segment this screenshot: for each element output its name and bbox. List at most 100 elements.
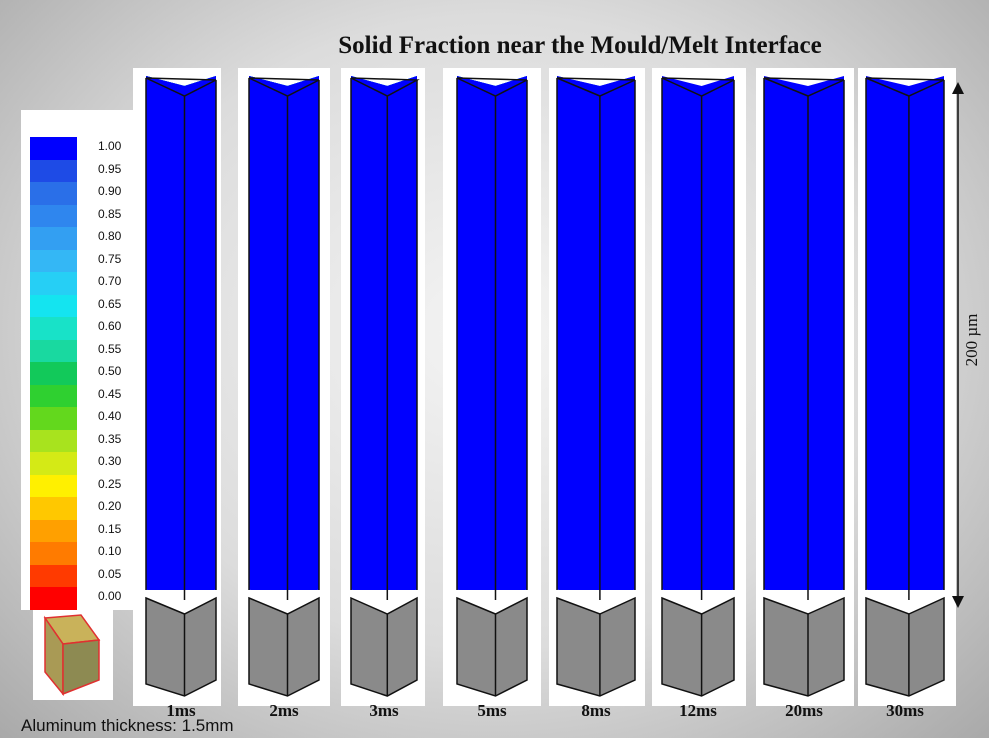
prism-edges [661,78,735,600]
time-column [549,68,645,706]
time-label: 30ms [886,701,924,720]
interface-gap [763,589,846,611]
time-column [133,68,221,706]
prism-edges [763,78,845,600]
legend-swatch [30,182,77,205]
prism-plot [248,76,321,697]
time-label: 8ms [581,701,611,720]
legend-swatch [30,429,77,453]
legend-label: 0.75 [98,251,122,266]
legend-label: 1.00 [98,139,122,153]
prism-edges [350,78,418,600]
legend-swatch [30,227,77,250]
legend-swatch [30,542,77,565]
solid-fraction-band [146,76,216,590]
prism-edges [248,78,320,600]
prism-plot [145,76,218,697]
legend-swatch [30,249,77,273]
time-label: 20ms [785,701,823,720]
time-column [652,68,746,706]
interface-gap [248,589,321,611]
prism-inset [33,610,113,700]
legend-label: 0.60 [98,319,122,333]
color-legend: 1.00 0.95 0.90 0.85 0.80 0.75 0.70 0.65 0.60 0.55… [21,110,133,610]
interface-gap [456,589,529,611]
legend-swatch [30,317,77,340]
legend-swatch [30,564,77,588]
legend-label: 0.15 [98,521,122,536]
prism-top-edge [350,77,420,97]
legend-label: 0.25 [98,476,122,491]
legend-label: 0.80 [98,229,122,243]
interface-gap [145,589,218,611]
legend-label: 0.95 [98,161,122,176]
solid-fraction-band [662,76,734,590]
time-column [858,68,956,706]
solid-fraction-band [557,76,635,590]
legend-label: 0.55 [98,341,122,356]
prism-plot [865,76,946,697]
height-arrow-bottom [952,596,964,608]
prism-plot [661,76,736,697]
prism-top-edge [661,77,735,97]
legend-label: 0.70 [98,274,122,288]
legend-label: 0.30 [98,454,122,468]
legend-swatch [30,519,77,543]
prism-top-edge [865,77,945,97]
footer-note: Aluminum thickness: 1.5mm [21,716,234,735]
interface-gap [865,589,946,611]
time-label: 1ms [166,701,196,720]
time-column [443,68,541,706]
prism-top-edge [556,77,636,97]
interface-gap [349,589,419,611]
prism-top-edge [456,77,528,97]
legend-label: 0.05 [98,566,122,581]
legend-label: 0.40 [98,409,122,423]
legend-swatch [30,384,77,408]
prism-plot [556,76,637,697]
prism-edges [865,78,945,600]
prism-plot [763,76,846,697]
solid-fraction-band [457,76,527,590]
legend-label: 0.65 [98,296,122,311]
legend-swatch [30,452,77,475]
time-column [341,68,425,706]
time-column [756,68,854,706]
legend-swatch [30,497,77,520]
legend-swatch [30,339,77,363]
interface-gap [556,589,637,611]
prism-edges [456,78,528,600]
legend-label: 0.35 [98,431,122,446]
solid-fraction-band [866,76,944,590]
time-label: 5ms [477,701,507,720]
time-label: 3ms [369,701,399,720]
legend-label: 0.50 [98,364,122,378]
solid-fraction-band [351,76,417,590]
legend-swatch [30,294,77,318]
legend-swatch [30,137,77,160]
legend-label: 0.90 [98,184,122,198]
prism-top-edge [248,77,320,97]
legend-label: 0.45 [98,386,122,401]
legend-label: 0.85 [98,206,122,221]
legend-label: 0.10 [98,544,122,558]
interface-gap [661,589,736,611]
legend-swatch [30,407,77,430]
time-label: 12ms [679,701,717,720]
legend-swatch [30,474,77,498]
legend-label: 0.00 [98,589,122,603]
legend-swatch [30,362,77,385]
prism-edges [556,78,636,600]
time-label: 2ms [269,701,299,720]
height-label: 200 µm [962,313,981,367]
height-arrow-top [952,82,964,94]
prism-top-edge [145,77,217,97]
time-column [238,68,330,706]
prism-plot [456,76,529,697]
solid-fraction-band [249,76,319,590]
legend-label: 0.20 [98,499,122,513]
prism-plot [349,76,420,697]
legend-swatch [30,587,77,610]
prism-top-edge [763,77,845,97]
